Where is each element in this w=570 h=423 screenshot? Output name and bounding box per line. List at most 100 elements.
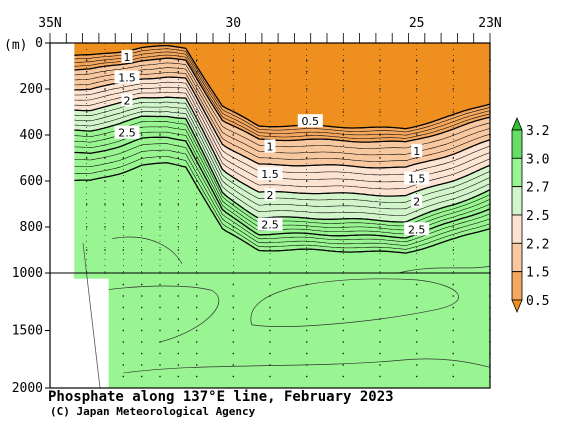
no-data-mask (50, 43, 109, 389)
sample-point (269, 203, 271, 205)
contour-label-bg (404, 171, 430, 185)
sample-point (306, 59, 308, 61)
sample-point (141, 249, 143, 251)
sample-point (379, 226, 381, 228)
sample-point (269, 364, 271, 366)
contour-label: 1.5 (261, 168, 279, 181)
sample-point (379, 318, 381, 320)
sample-point (306, 375, 308, 378)
sample-point (104, 59, 106, 61)
sample-point (269, 111, 271, 113)
contour-major-4 (73, 115, 491, 223)
sample-point (104, 203, 106, 205)
contour-label-bg (264, 139, 276, 153)
sample-point (416, 295, 418, 297)
sample-point (416, 341, 418, 343)
contour-label: 1 (413, 145, 420, 158)
sample-point (159, 306, 161, 309)
deep-contour-lines (75, 236, 491, 374)
axes: 35N 30 25 23N (m) 0 200 400 600 800 1000 1500 2000 (4, 16, 502, 396)
contour-label: 1.5 (118, 72, 136, 85)
sample-point (269, 375, 271, 378)
sample-point (86, 203, 88, 205)
sample-point (177, 59, 179, 61)
sample-point (122, 88, 124, 90)
sample-point (141, 318, 143, 320)
sample-point (232, 295, 234, 297)
sample-point (342, 203, 344, 205)
sample-point (269, 134, 271, 136)
sample-point (177, 306, 179, 309)
sample-point (196, 226, 198, 228)
sample-point (159, 364, 161, 366)
sample-point (379, 352, 381, 355)
sample-point (122, 203, 124, 205)
contour-label-bg (411, 144, 423, 158)
sample-point (379, 134, 381, 136)
sample-point (196, 134, 198, 136)
sample-point (196, 71, 198, 73)
sample-point (141, 283, 143, 286)
contour-label-bg (114, 125, 140, 139)
sample-point (86, 59, 88, 61)
sample-point (196, 88, 198, 90)
sample-point (86, 226, 88, 228)
sample-point (452, 375, 454, 378)
sample-point (416, 59, 418, 61)
sample-point (141, 329, 143, 332)
y-tick-label: 800 (20, 220, 43, 235)
sample-point (141, 306, 143, 309)
sample-point (196, 249, 198, 251)
sample-point (196, 283, 198, 286)
sample-point (342, 375, 344, 378)
contour-label-bg (264, 187, 276, 201)
sample-point (269, 88, 271, 90)
contour-minor-0-1 (73, 48, 491, 133)
contour-minor-5-1 (73, 143, 491, 243)
mask-upper (50, 43, 75, 274)
sample-point (141, 295, 143, 297)
contour-label: 1 (267, 141, 274, 154)
sample-point (177, 283, 179, 286)
sample-point (159, 329, 161, 332)
sample-point (232, 59, 234, 61)
sample-point (342, 88, 344, 90)
contour-label-bg (257, 217, 283, 231)
contour-label-bg (121, 93, 133, 107)
sample-point (306, 306, 308, 309)
sample-point (177, 375, 179, 378)
colorbar-band (511, 214, 523, 244)
sample-point (86, 134, 88, 136)
sample-point (196, 295, 198, 297)
sample-point (196, 329, 198, 332)
colorbar-label: 2.2 (526, 237, 549, 252)
sample-point (141, 59, 143, 61)
sample-point (141, 375, 143, 378)
sample-point (269, 329, 271, 332)
sample-point (177, 71, 179, 73)
contour-major-6 (73, 162, 491, 254)
sample-point (379, 71, 381, 73)
sample-point (342, 249, 344, 251)
sample-point (159, 111, 161, 113)
contour-minor-3-3 (73, 111, 491, 216)
colorbar-band (511, 186, 523, 216)
sample-point (379, 111, 381, 113)
y-tick-label: 400 (20, 128, 43, 143)
x-tick-label: 30 (225, 16, 241, 31)
sample-point (306, 134, 308, 136)
sample-point (196, 352, 198, 355)
sample-point (416, 306, 418, 309)
sample-point (342, 226, 344, 228)
sample-point (232, 318, 234, 320)
station-ticks (49, 33, 491, 273)
sample-point (196, 318, 198, 320)
sample-point (306, 295, 308, 297)
sample-point (306, 341, 308, 343)
contour-label: 2.5 (261, 219, 279, 232)
sample-point (177, 111, 179, 113)
sample-point (86, 71, 88, 73)
sample-point (379, 283, 381, 286)
sample-point (269, 341, 271, 343)
